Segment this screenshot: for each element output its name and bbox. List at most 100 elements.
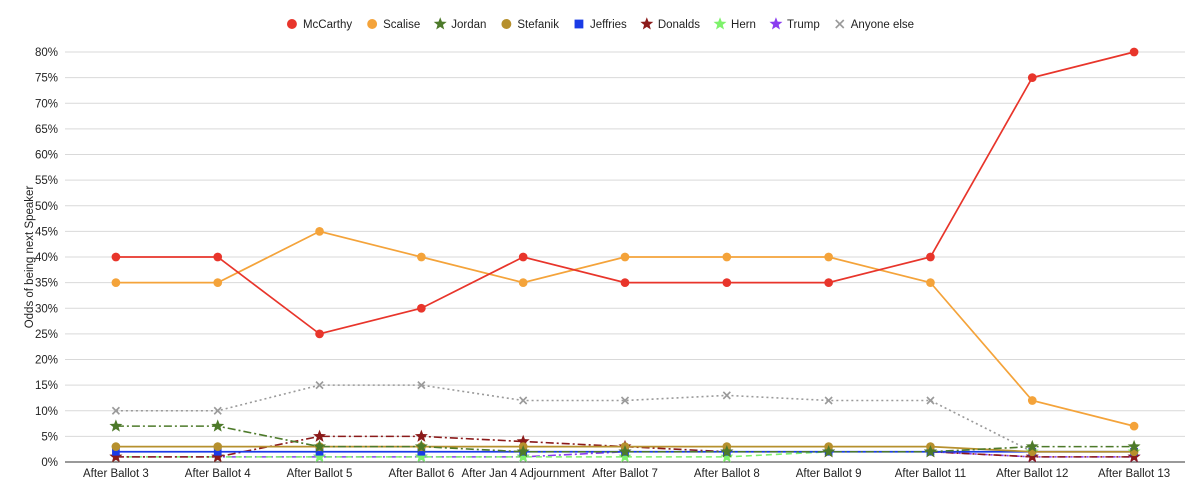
point-hern [516,450,530,463]
x-tick-label: After Ballot 13 [1098,468,1170,480]
legend-marker-trump [769,17,783,30]
y-tick-label: 5% [41,431,58,443]
legend-item-anyone-else: Anyone else [835,19,914,31]
point-jordan [516,444,530,458]
point-jordan [1127,439,1141,453]
legend: McCarthy Scalise Jordan Stefanik Jeffries Don… [286,17,914,31]
point-mccarthy [824,278,833,287]
legend-label: Stefanik [517,19,559,31]
point-anyone-else [722,391,731,400]
legend-label: Anyone else [851,19,914,31]
point-donalds [211,450,225,463]
legend-marker-jeffries [574,19,584,29]
point-hern [618,450,632,463]
point-mccarthy [1129,47,1139,57]
point-jeffries [315,447,324,456]
y-tick-label: 40% [35,252,58,264]
y-axis-ticks: 0% 5% 10% 15% 20% 25% 30% 35% 40% 45% 50% 55% 60% 65%… [35,47,58,469]
legend-item-jeffries: Jeffries [574,19,627,31]
point-jeffries [417,447,426,456]
point-scalise [1027,396,1037,405]
point-scalise [1129,421,1139,431]
point-jordan [1025,439,1039,453]
point-scalise [824,252,833,262]
point-mccarthy [1027,73,1037,82]
series-markers [109,47,1141,463]
point-jordan [211,419,225,432]
point-mccarthy [722,278,732,287]
y-tick-label: 45% [35,226,58,238]
legend-item-donalds: Donalds [640,17,700,31]
point-donalds [414,429,428,442]
legend-marker-anyone-else [835,19,845,29]
legend-marker-mccarthy [286,19,297,29]
legend-item-scalise: Scalise [367,19,420,31]
legend-item-trump: Trump [769,17,820,31]
legend-item-jordan: Jordan [433,17,486,31]
series-line-mccarthy [115,51,1135,335]
y-tick-label: 0% [41,457,58,469]
x-tick-label: After Ballot 12 [996,468,1068,480]
point-jordan [618,444,632,458]
point-jordan [923,444,937,458]
legend-label: Jeffries [590,19,627,31]
point-jeffries [213,447,222,456]
point-mccarthy [926,252,935,262]
point-anyone-else [926,396,935,405]
y-tick-label: 30% [35,303,58,315]
point-mccarthy [518,252,528,262]
y-tick-label: 65% [35,124,58,136]
x-tick-label: After Ballot 6 [388,468,454,480]
series-line-jordan [115,425,1135,453]
x-tick-label: After Ballot 4 [185,468,251,480]
point-mccarthy [111,252,121,262]
legend-marker-donalds [640,17,654,30]
legend-label: Scalise [383,19,420,31]
y-tick-label: 50% [35,201,58,213]
point-donalds [516,434,530,447]
y-axis-title: Odds of being next Speaker [24,186,36,329]
x-tick-label: After Ballot 3 [83,468,149,480]
point-stefanik [111,442,121,451]
y-tick-label: 25% [35,329,58,341]
x-tick-label: After Ballot 8 [694,468,760,480]
x-axis-ticks: After Ballot 3 After Ballot 4 After Ballot… [83,468,1170,480]
y-tick-label: 55% [35,175,58,187]
point-scalise [315,227,324,236]
point-mccarthy [213,252,223,262]
point-scalise [417,252,426,262]
point-mccarthy [315,329,324,339]
legend-item-mccarthy: McCarthy [286,19,352,31]
series-line-anyone-else [115,384,1135,453]
point-scalise [926,278,935,287]
legend-marker-scalise [367,19,378,29]
legend-item-stefanik: Stefanik [501,19,559,31]
point-anyone-else [111,406,120,415]
y-tick-label: 60% [35,150,58,162]
point-anyone-else [315,381,324,390]
point-jordan [720,444,734,458]
legend-marker-hern [713,17,727,30]
x-tick-label: After Jan 4 Adjournment [461,468,585,480]
point-anyone-else [519,396,528,405]
legend-marker-jordan [433,17,447,30]
point-anyone-else [213,406,222,415]
y-tick-label: 75% [35,73,58,85]
point-anyone-else [417,381,426,390]
point-scalise [213,278,223,287]
y-tick-label: 80% [35,47,58,59]
x-tick-label: After Ballot 7 [592,468,658,480]
point-scalise [518,278,528,287]
point-hern [720,450,734,463]
point-scalise [620,252,630,262]
gridlines [65,51,1185,463]
y-tick-label: 15% [35,380,58,392]
x-tick-label: After Ballot 11 [895,468,966,480]
point-mccarthy [417,303,426,313]
legend-marker-stefanik [501,19,512,29]
point-hern [313,450,327,463]
point-donalds [109,450,123,463]
point-jordan [109,419,123,432]
point-stefanik [213,442,223,451]
point-scalise [722,252,732,262]
